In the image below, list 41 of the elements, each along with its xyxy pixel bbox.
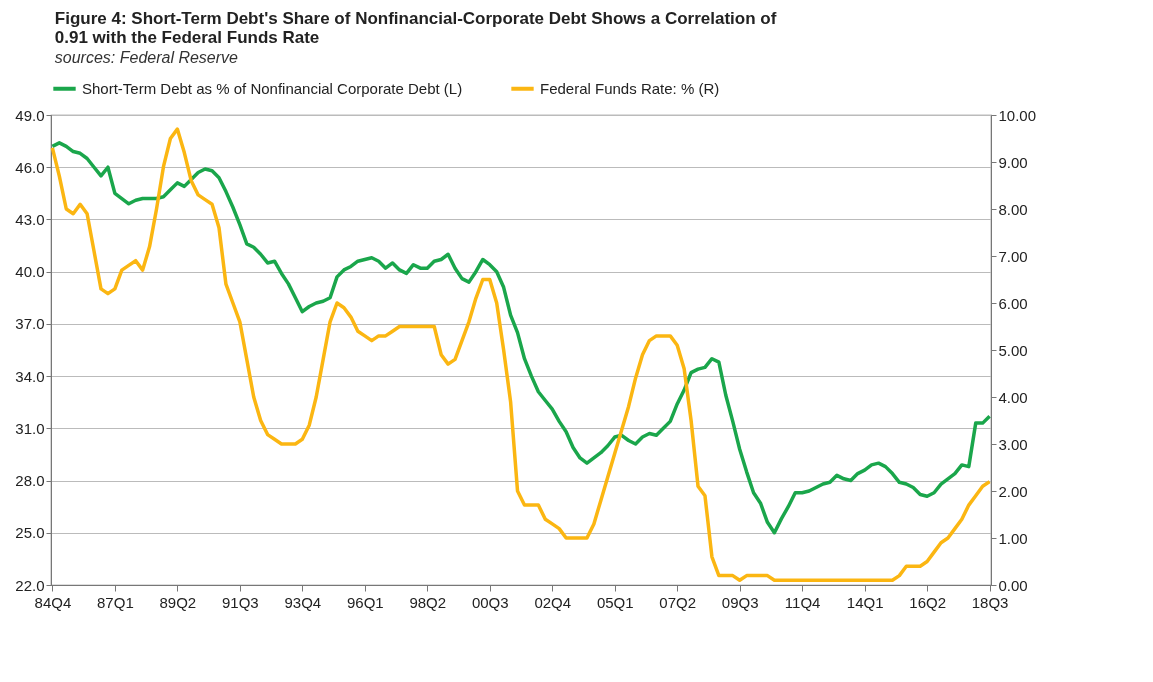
x-tick-label: 84Q4 bbox=[34, 593, 72, 611]
legend-label: Short-Term Debt as % of Nonfinancial Corporate Debt (L) bbox=[82, 79, 463, 97]
y-tick-label: 43.0 bbox=[15, 210, 45, 228]
y-tick-label: 28.0 bbox=[15, 472, 45, 490]
y2-tick-label: 7.00 bbox=[998, 247, 1028, 265]
y-tick-label: 46.0 bbox=[15, 158, 45, 176]
y2-tick-label: 2.00 bbox=[998, 482, 1028, 500]
x-tick-label: 05Q1 bbox=[596, 593, 634, 611]
y2-tick-label: 8.00 bbox=[998, 200, 1028, 218]
chart-title: Figure 4: Short-Term Debt's Share of Nonfinancial-Corporate Debt Shows a Correlation of 0.91 with the Federal Funds Rate bbox=[54, 9, 777, 47]
y2-tick-label: 5.00 bbox=[998, 341, 1028, 359]
x-tick-label: 93Q4 bbox=[284, 593, 322, 611]
y-tick-label: 37.0 bbox=[15, 315, 45, 333]
x-tick-label: 98Q2 bbox=[409, 593, 447, 611]
x-tick-label: 96Q1 bbox=[346, 593, 384, 611]
y2-tick-label: 9.00 bbox=[998, 153, 1028, 171]
y2-tick-label: 6.00 bbox=[998, 294, 1028, 312]
y-tick-label: 31.0 bbox=[15, 419, 45, 437]
y2-tick-label: 0.00 bbox=[998, 576, 1028, 594]
x-tick-label: 14Q1 bbox=[846, 593, 884, 611]
x-tick-label: 16Q2 bbox=[909, 593, 946, 611]
x-tick-label: 07Q2 bbox=[659, 593, 697, 611]
y-tick-label: 34.0 bbox=[15, 367, 45, 385]
legend-label: Federal Funds Rate: % (R) bbox=[540, 79, 720, 97]
x-tick-label: 18Q3 bbox=[971, 593, 1009, 611]
chart-subtitle: sources: Federal Reserve bbox=[54, 49, 239, 66]
x-tick-label: 09Q3 bbox=[721, 593, 759, 611]
y2-tick-label: 10.00 bbox=[998, 106, 1037, 124]
x-tick-label: 89Q2 bbox=[159, 593, 197, 611]
x-tick-label: 02Q4 bbox=[534, 593, 572, 611]
y-tick-label: 40.0 bbox=[15, 263, 45, 281]
x-tick-label: 87Q1 bbox=[97, 593, 134, 611]
x-tick-label: 11Q4 bbox=[784, 593, 821, 611]
y-tick-label: 22.0 bbox=[15, 576, 45, 594]
y2-tick-label: 1.00 bbox=[998, 529, 1028, 547]
x-tick-label: 00Q3 bbox=[471, 593, 509, 611]
y-tick-label: 25.0 bbox=[15, 524, 45, 542]
y2-tick-label: 4.00 bbox=[998, 388, 1028, 406]
y-tick-label: 49.0 bbox=[15, 106, 45, 124]
y2-tick-label: 3.00 bbox=[998, 435, 1028, 453]
x-tick-label: 91Q3 bbox=[221, 593, 259, 611]
